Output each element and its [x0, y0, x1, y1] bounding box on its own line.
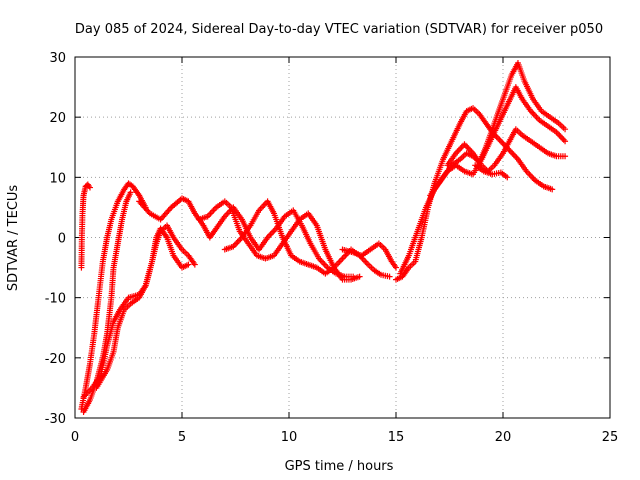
series-track-13 [444, 126, 569, 175]
series-track-5 [93, 222, 198, 391]
data-points [78, 60, 569, 415]
data-point [504, 174, 511, 181]
y-tick-label: 20 [49, 111, 66, 126]
series-track-12 [427, 84, 569, 199]
data-point [127, 189, 134, 196]
x-tick-label: 0 [71, 430, 79, 445]
y-tick-labels: -30 -20 -10 0 10 20 30 [45, 51, 66, 427]
y-tick-label: 10 [49, 171, 66, 186]
series-track-7 [196, 198, 363, 283]
series-track-1 [78, 181, 93, 271]
x-tick-label: 5 [178, 430, 186, 445]
x-axis-label: GPS time / hours [285, 459, 394, 474]
y-axis-label: SDTVAR / TECUs [6, 185, 21, 292]
data-point [185, 261, 192, 268]
x-tick-labels: 0 5 10 15 20 25 [71, 430, 618, 445]
series-track-9 [339, 240, 399, 271]
y-tick-label: -30 [45, 412, 66, 427]
x-tick-label: 15 [388, 430, 405, 445]
series-track-2 [78, 180, 149, 412]
data-point [562, 126, 569, 133]
data-point [86, 184, 93, 191]
chart-title: Day 085 of 2024, Sidereal Day-to-day VTE… [75, 22, 603, 37]
y-tick-label: -20 [45, 352, 66, 367]
grid-lines [75, 57, 610, 418]
x-tick-label: 20 [495, 430, 512, 445]
y-tick-label: -10 [45, 292, 66, 307]
data-point [386, 273, 393, 280]
axis-ticks [74, 56, 611, 419]
data-point [191, 261, 198, 268]
data-point [356, 273, 363, 280]
series-track-10 [393, 105, 556, 283]
data-point [393, 264, 399, 271]
data-point [562, 138, 569, 145]
data-point [549, 186, 556, 193]
x-tick-label: 10 [281, 430, 298, 445]
series-track-14 [472, 162, 511, 181]
series-track-6 [136, 195, 357, 280]
x-tick-label: 25 [602, 430, 619, 445]
series-track-8 [221, 198, 393, 280]
y-tick-label: 30 [49, 51, 66, 66]
data-point [562, 153, 569, 160]
y-tick-label: 0 [58, 232, 66, 247]
